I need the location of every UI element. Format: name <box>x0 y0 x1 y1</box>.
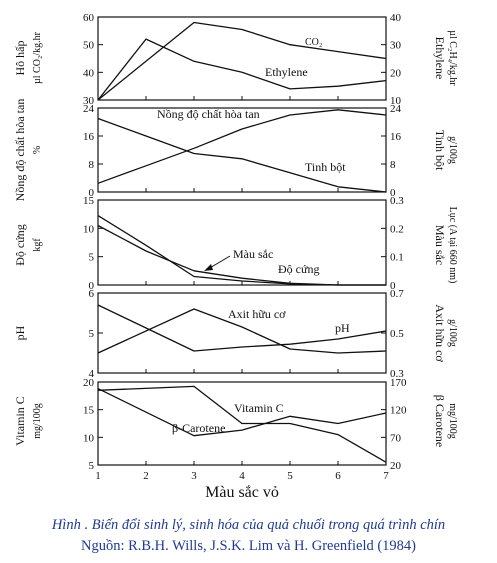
right-tick-label: 10 <box>390 95 402 107</box>
series-label: pH <box>335 321 350 335</box>
left-tick-label: 5 <box>89 328 95 340</box>
right-tick-label: 120 <box>390 405 407 417</box>
left-tick-label: 10 <box>83 432 95 444</box>
left-tick-label: 4 <box>89 368 95 380</box>
right-axis-label: Ethylene <box>433 37 447 80</box>
series-label: CO₂ <box>305 37 322 48</box>
right-axis-label: Axit hữu cơ <box>433 304 447 362</box>
left-tick-label: 10 <box>83 223 95 235</box>
right-axis-label-group: Axit hữu cơ g/100g <box>433 304 458 362</box>
left-tick-label: 6 <box>89 288 95 300</box>
left-axis-unit: kgf <box>32 238 43 252</box>
series-line <box>97 21 387 101</box>
left-tick-label: 24 <box>83 103 95 115</box>
left-axis-label-group: Vitamin C mg/100g <box>13 396 43 446</box>
left-tick-label: 40 <box>83 67 95 79</box>
left-tick-label: 60 <box>83 12 95 24</box>
annotation-arrow-head <box>204 264 213 271</box>
right-axis-label: β Carotene <box>433 395 447 447</box>
left-axis-unit: mg/100g <box>32 403 43 439</box>
series-line <box>97 385 387 463</box>
series-label: Axit hữu cơ <box>228 307 286 321</box>
x-tick-label: 5 <box>287 470 293 482</box>
left-tick-label: 15 <box>83 405 95 417</box>
series-label: Tinh bột <box>305 160 346 174</box>
left-tick-label: 16 <box>83 131 95 143</box>
right-tick-label: 24 <box>390 103 402 115</box>
series-label: Ethylene <box>265 65 308 79</box>
figure-source: Nguồn: R.B.H. Wills, J.S.K. Lim và H. Gr… <box>80 538 417 554</box>
series-label: Độ cứng <box>278 262 320 276</box>
x-tick-label: 7 <box>383 470 389 482</box>
right-tick-label: 0.3 <box>390 195 404 207</box>
left-axis-label: Độ cứng <box>13 224 27 266</box>
series-line <box>97 388 387 437</box>
right-tick-label: 40 <box>390 12 402 24</box>
series-label: Nồng độ chất hòa tan <box>157 107 260 121</box>
left-axis-label: Nồng độ chất hòa tan <box>13 99 27 202</box>
figure-caption: Hình . Biến đổi sinh lý, sinh hóa của qu… <box>51 517 446 533</box>
left-tick-label: 50 <box>83 40 95 52</box>
left-tick-label: 5 <box>89 252 95 264</box>
right-axis-label-group: β Carotene mg/100g <box>433 395 458 447</box>
series-line <box>97 117 387 193</box>
left-tick-label: 20 <box>83 377 95 389</box>
x-tick-label: 1 <box>95 470 101 482</box>
left-tick-label: 8 <box>89 159 95 171</box>
series-line <box>97 304 387 352</box>
right-axis-unit: µl C₂H₄/kg.hr <box>447 30 458 86</box>
right-tick-label: 0.7 <box>390 288 404 300</box>
right-tick-label: 170 <box>390 377 407 389</box>
right-tick-label: 0 <box>390 280 396 292</box>
series-label: Vitamin C <box>234 401 284 415</box>
x-tick-label: 2 <box>143 470 149 482</box>
left-tick-label: 15 <box>83 195 95 207</box>
x-tick-label: 3 <box>191 470 197 482</box>
x-tick-label: 4 <box>239 470 245 482</box>
right-axis-unit: g/100g <box>447 319 458 347</box>
right-axis-label-group: Ethylene µl C₂H₄/kg.hr <box>433 30 458 86</box>
left-axis-unit: µl CO₂/kg.hr <box>32 31 43 84</box>
left-tick-label: 30 <box>83 95 95 107</box>
series-label: Màu sắc <box>233 247 273 261</box>
right-tick-label: 8 <box>390 159 396 171</box>
left-axis-unit: % <box>32 146 43 154</box>
left-axis-label: Hô hấp <box>13 41 27 76</box>
left-axis-label: pH <box>13 325 27 340</box>
right-tick-label: 30 <box>390 40 402 52</box>
left-axis-label: Vitamin C <box>13 396 27 446</box>
right-axis-label: Màu sắc <box>433 225 447 265</box>
right-axis-label-group: Màu sắc Lục (A tại 660 nm) <box>433 207 458 284</box>
left-tick-label: 0 <box>89 187 95 199</box>
right-axis-unit: g/100g <box>447 136 458 164</box>
right-axis-unit: Lục (A tại 660 nm) <box>447 207 458 284</box>
right-tick-label: 20 <box>390 67 402 79</box>
right-axis-label-group: Tinh bột g/100g <box>433 130 458 171</box>
right-tick-label: 16 <box>390 131 402 143</box>
x-tick-label: 6 <box>335 470 341 482</box>
left-tick-label: 0 <box>89 280 95 292</box>
left-axis-label-group: pH <box>13 325 27 340</box>
left-axis-label-group: Độ cứng kgf <box>13 224 43 266</box>
right-axis-label: Tinh bột <box>433 130 447 171</box>
right-tick-label: 0.5 <box>390 328 404 340</box>
series-label: β-Carotene <box>172 421 225 435</box>
x-axis-label: Màu sắc vỏ <box>205 484 279 501</box>
left-axis-label-group: Hô hấp µl CO₂/kg.hr <box>13 31 43 84</box>
right-tick-label: 0.3 <box>390 368 404 380</box>
right-axis-unit: mg/100g <box>447 403 458 439</box>
right-tick-label: 0 <box>390 187 396 199</box>
left-axis-label-group: Nồng độ chất hòa tan% <box>13 99 43 202</box>
right-tick-label: 0.1 <box>390 252 404 264</box>
right-tick-label: 0.2 <box>390 223 404 235</box>
right-tick-label: 70 <box>390 432 402 444</box>
series-line <box>97 109 387 184</box>
series-line <box>97 38 387 101</box>
series-line <box>97 308 387 354</box>
right-tick-label: 20 <box>390 460 402 472</box>
left-tick-label: 5 <box>89 460 95 472</box>
series-line <box>97 224 386 286</box>
